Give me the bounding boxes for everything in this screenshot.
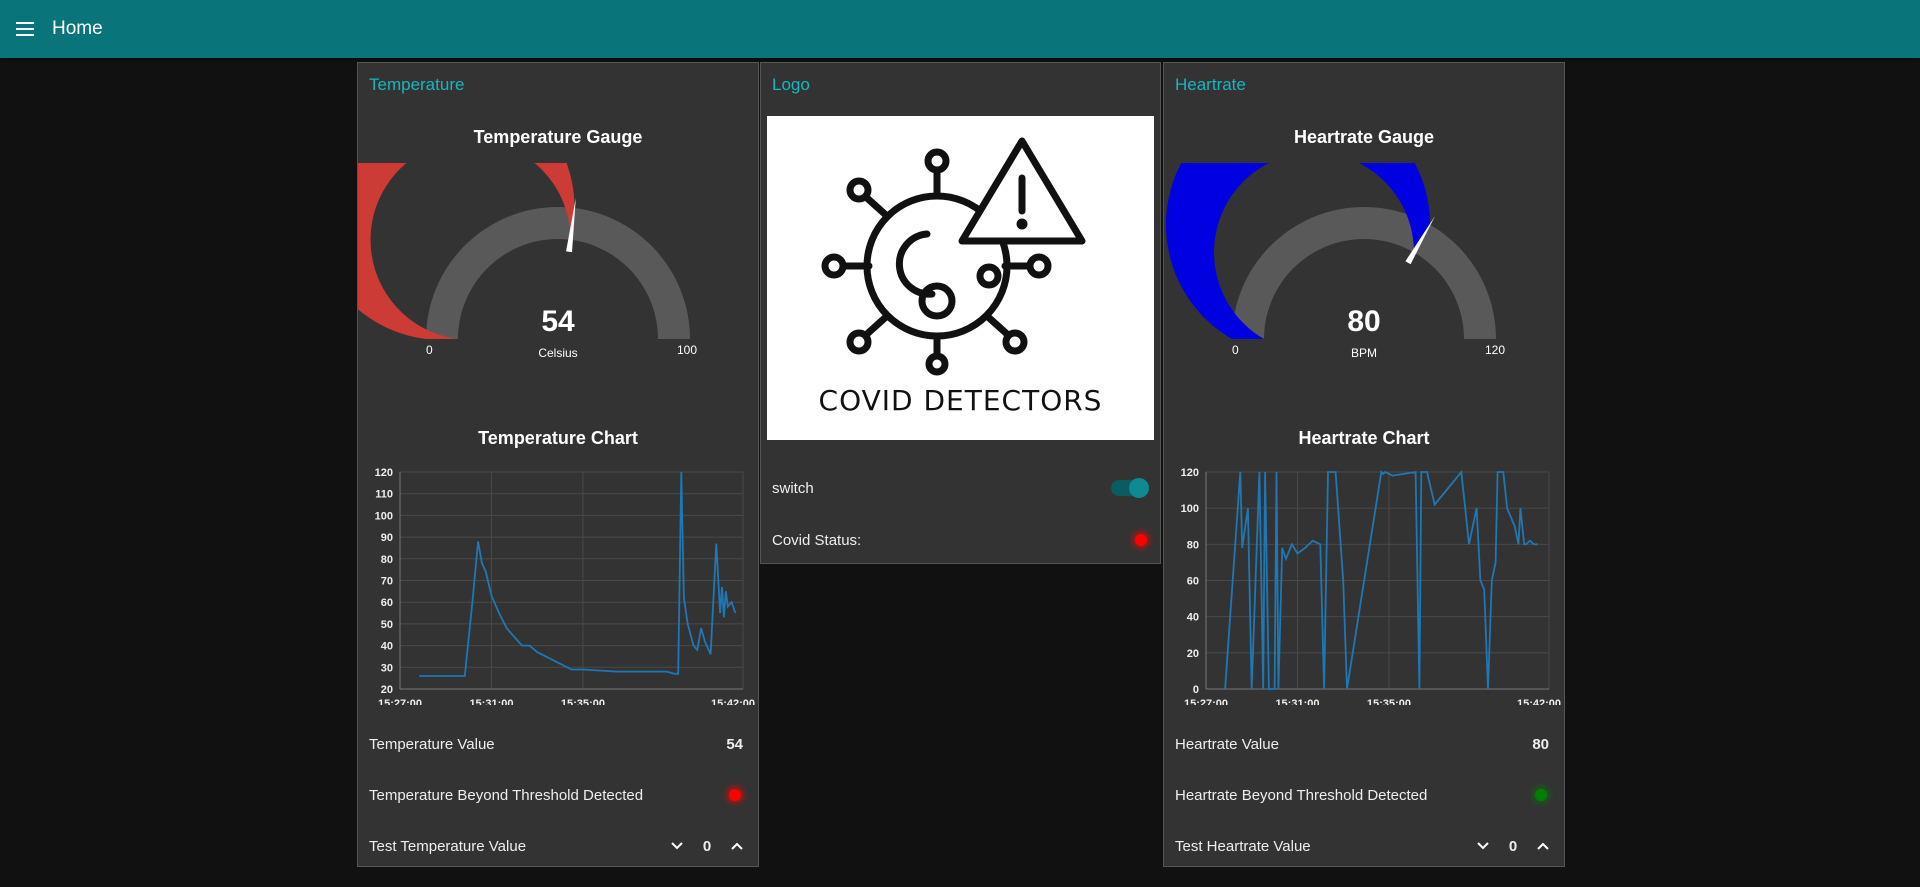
x-tick-label: 15:27:00 — [1184, 698, 1228, 705]
heartrate-value-row: Heartrate Value 80 — [1175, 731, 1553, 757]
y-tick-label: 40 — [381, 641, 393, 653]
top-bar: Home — [0, 0, 1920, 58]
x-tick-label: 15:31:00 — [469, 698, 513, 705]
heartrate-test-value[interactable]: 0 — [1508, 837, 1518, 855]
y-tick-label: 80 — [381, 554, 393, 566]
switch-toggle[interactable] — [1111, 478, 1149, 498]
temperature-test-stepper: 0 — [667, 836, 747, 856]
heartrate-gauge-min: 0 — [1232, 343, 1239, 357]
covid-status-led — [1135, 534, 1147, 546]
temperature-test-value[interactable]: 0 — [702, 837, 712, 855]
chevron-down-icon[interactable] — [667, 836, 687, 856]
heartrate-value-label: Heartrate Value — [1175, 735, 1279, 753]
x-tick-label: 15:42:00 — [711, 698, 755, 705]
temperature-value: 54 — [726, 735, 743, 753]
temperature-gauge-min: 0 — [426, 343, 433, 357]
chevron-up-icon[interactable] — [1533, 836, 1553, 856]
heartrate-gauge-unit: BPM — [1350, 346, 1377, 360]
y-tick-label: 60 — [381, 597, 393, 609]
temperature-gauge-title: Temperature Gauge — [473, 127, 643, 147]
heartrate-gauge-value: 80 — [1347, 305, 1381, 338]
group-title: Logo — [772, 75, 810, 94]
covid-status-label: Covid Status: — [772, 531, 862, 549]
logo-group: Logo — [760, 62, 1161, 564]
covid-status-row: Covid Status: — [772, 527, 1153, 553]
temperature-gauge-unit: Celsius — [538, 346, 578, 360]
heartrate-threshold-label: Heartrate Beyond Threshold Detected — [1175, 786, 1428, 804]
y-tick-label: 120 — [1181, 467, 1199, 479]
heartrate-chart: 0 20 40 60 80 100 120 15:27:00 15:31:00 15:35:00 1… — [1181, 467, 1561, 705]
temperature-chart-title: Temperature Chart — [478, 428, 638, 448]
temperature-value-label: Temperature Value — [369, 735, 495, 753]
chevron-up-icon[interactable] — [727, 836, 747, 856]
y-tick-label: 120 — [375, 467, 393, 479]
heartrate-gauge-title: Heartrate Gauge — [1293, 127, 1435, 147]
x-tick-label: 15:35:00 — [1367, 698, 1411, 705]
heartrate-test-row: Test Heartrate Value 0 — [1175, 833, 1553, 859]
y-tick-label: 100 — [375, 510, 393, 522]
temperature-test-row: Test Temperature Value 0 — [369, 833, 747, 859]
temperature-gauge-fill — [358, 163, 575, 339]
y-tick-label: 110 — [375, 489, 393, 501]
group-title: Heartrate — [1175, 75, 1246, 94]
group-title: Temperature — [369, 75, 465, 94]
heartrate-test-label: Test Heartrate Value — [1175, 837, 1311, 855]
temperature-group: Temperature Temperature Gauge 54 Celsius… — [357, 62, 759, 867]
temperature-test-label: Test Temperature Value — [369, 837, 527, 855]
temperature-threshold-led — [729, 789, 741, 801]
heartrate-test-stepper: 0 — [1473, 836, 1553, 856]
virus-warning-icon — [821, 137, 1086, 376]
temperature-gauge-max: 100 — [677, 343, 698, 357]
heartrate-gauge-track — [1232, 207, 1496, 339]
temperature-value-row: Temperature Value 54 — [369, 731, 747, 757]
y-tick-label: 70 — [381, 576, 393, 588]
heartrate-series-line — [1224, 469, 1538, 690]
heartrate-group: Heartrate Heartrate Gauge 80 BPM 0 120 H… — [1163, 62, 1565, 867]
heartrate-gauge-fill — [1166, 163, 1430, 339]
y-tick-label: 20 — [1187, 648, 1199, 660]
temperature-gauge-value: 54 — [541, 305, 575, 338]
y-tick-label: 90 — [381, 532, 393, 544]
heartrate-threshold-led — [1535, 789, 1547, 801]
switch-knob — [1129, 478, 1149, 498]
menu-icon[interactable] — [16, 18, 38, 40]
y-tick-label: 100 — [1181, 503, 1199, 515]
switch-label: switch — [772, 479, 814, 497]
heartrate-gauge-max: 120 — [1485, 343, 1506, 357]
x-tick-label: 15:31:00 — [1275, 698, 1319, 705]
y-tick-label: 20 — [381, 684, 393, 696]
x-tick-label: 15:27:00 — [378, 698, 422, 705]
heartrate-gauge — [1166, 163, 1496, 339]
page-title: Home — [52, 18, 103, 39]
temperature-chart: 20 30 40 50 60 70 80 90 100 110 120 15:27:00 15:31:0… — [375, 467, 755, 705]
temperature-series-line — [419, 471, 737, 677]
heartrate-chart-title: Heartrate Chart — [1298, 428, 1430, 448]
y-tick-label: 30 — [381, 662, 393, 674]
y-tick-label: 60 — [1187, 576, 1199, 588]
switch-row: switch — [772, 475, 1149, 501]
chevron-down-icon[interactable] — [1473, 836, 1493, 856]
y-tick-label: 80 — [1187, 539, 1199, 551]
heartrate-value: 80 — [1532, 735, 1549, 753]
temperature-threshold-row: Temperature Beyond Threshold Detected — [369, 782, 747, 808]
temperature-threshold-label: Temperature Beyond Threshold Detected — [369, 786, 644, 804]
temperature-gauge-track — [426, 207, 690, 339]
y-tick-label: 40 — [1187, 612, 1199, 624]
logo-text: COVID DETECTORS — [818, 384, 1103, 417]
x-tick-label: 15:42:00 — [1517, 698, 1561, 705]
covid-logo-image: COVID DETECTORS — [767, 116, 1154, 440]
temperature-gauge — [358, 163, 690, 339]
temperature-gauge-needle — [566, 198, 576, 253]
y-tick-label: 0 — [1193, 684, 1199, 696]
heartrate-gauge-needle — [1405, 216, 1435, 265]
heartrate-threshold-row: Heartrate Beyond Threshold Detected — [1175, 782, 1553, 808]
y-tick-label: 50 — [381, 619, 393, 631]
x-tick-label: 15:35:00 — [561, 698, 605, 705]
